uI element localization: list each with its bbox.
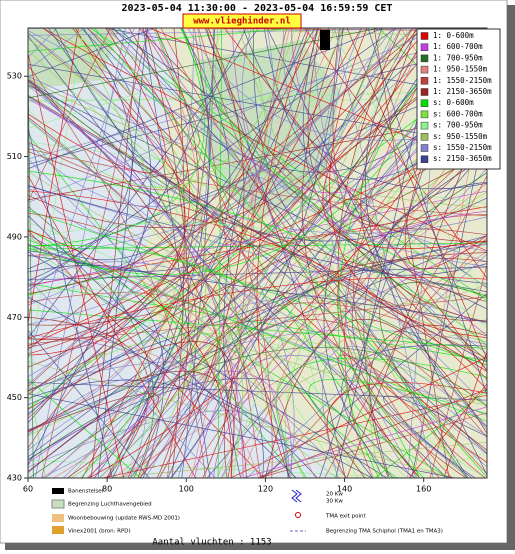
title: 2023-05-04 11:30:00 - 2023-05-04 16:59:5… <box>122 3 393 14</box>
y-tick-label: 510 <box>7 152 22 161</box>
swatch <box>52 514 64 522</box>
legend-swatch <box>421 145 428 152</box>
legend-label: 1: 600-700m <box>433 42 483 51</box>
y-tick-label: 490 <box>7 232 22 241</box>
legend-swatch <box>421 122 428 129</box>
legend-label: 1: 1550-2150m <box>433 76 492 85</box>
key-label: Begrenzing TMA Schiphol (TMA1 en TMA3) <box>326 529 443 535</box>
legend-label: s: 0-600m <box>433 98 474 107</box>
legend-label: 1: 950-1550m <box>433 65 488 74</box>
site-link[interactable]: www.vlieghinder.nl <box>193 16 291 27</box>
legend-label: s: 600-700m <box>433 109 483 118</box>
legend-swatch <box>421 44 428 51</box>
x-tick-label: 60 <box>23 485 33 494</box>
legend-swatch <box>421 55 428 62</box>
x-tick-label: 120 <box>258 485 273 494</box>
legend-swatch <box>421 66 428 73</box>
key-label: TMA exit point <box>325 514 366 520</box>
legend-label: s: 2150-3650m <box>433 154 492 163</box>
flight-count: Aantal vluchten : 1153 <box>152 538 271 548</box>
key-label: 30 Kw <box>326 499 343 505</box>
legend-label: 1: 700-950m <box>433 53 483 62</box>
y-tick-label: 530 <box>7 72 22 81</box>
legend-swatch <box>421 133 428 140</box>
key-label: 20 Kw <box>326 492 343 498</box>
key-label: Vinex2001 (bron: RPD) <box>68 529 131 535</box>
legend-swatch <box>421 33 428 40</box>
key-label: Begrenzing Luchthavengebied <box>68 502 152 508</box>
legend-swatch <box>421 111 428 118</box>
y-tick-label: 450 <box>7 393 22 402</box>
x-tick-label: 80 <box>102 485 112 494</box>
legend-label: 1: 0-600m <box>433 31 474 40</box>
key-label: Woonbebouwing (update RWS-MD 2001) <box>68 516 180 522</box>
y-tick-label: 470 <box>7 313 22 322</box>
legend-swatch <box>421 89 428 96</box>
swatch <box>52 488 64 494</box>
legend-label: 1: 2150-3650m <box>433 87 492 96</box>
key-label: Banenstelsel <box>68 489 104 495</box>
legend-swatch <box>421 156 428 163</box>
legend-label: s: 700-950m <box>433 121 483 130</box>
shadow <box>507 5 515 550</box>
legend-swatch <box>421 77 428 84</box>
legend-swatch <box>421 100 428 107</box>
swatch <box>52 500 64 508</box>
legend-label: s: 1550-2150m <box>433 143 492 152</box>
swatch <box>52 526 64 534</box>
x-tick-label: 100 <box>179 485 194 494</box>
x-tick-label: 160 <box>416 485 431 494</box>
runway <box>320 30 330 50</box>
legend-label: s: 950-1550m <box>433 132 488 141</box>
y-tick-label: 430 <box>7 474 22 483</box>
